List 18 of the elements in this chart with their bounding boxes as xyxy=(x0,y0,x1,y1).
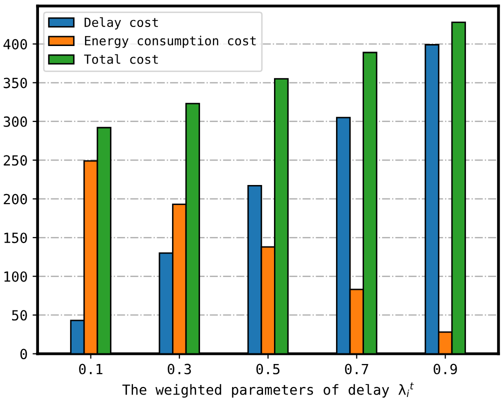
y-tick-label: 300 xyxy=(4,116,27,127)
x-tick-label: 0.5 xyxy=(256,364,280,374)
x-tick-label: 0.3 xyxy=(168,364,191,374)
y-tick-label: 350 xyxy=(4,78,27,88)
y-tick-label: 150 xyxy=(4,232,27,244)
x-tick-label: 0.1 xyxy=(79,364,102,374)
y-tick-label: 0 xyxy=(20,348,27,360)
x-axis-title: The weighted parameters of delay λ$_{i}$$^{t}$ xyxy=(122,382,414,398)
legend-label: Total cost xyxy=(84,54,158,64)
y-tick-label: 200 xyxy=(4,194,27,204)
y-tick-label: 50 xyxy=(12,310,27,321)
legend-label: Energy consumption cost xyxy=(85,36,256,48)
x-tick-label: 0.9 xyxy=(434,364,457,374)
y-tick-label: 400 xyxy=(3,38,27,50)
legend-label: Delay cost xyxy=(84,17,158,30)
y-tick-label: 250 xyxy=(4,155,27,166)
y-tick-label: 100 xyxy=(4,271,27,282)
x-tick-label: 0.7 xyxy=(345,364,368,374)
